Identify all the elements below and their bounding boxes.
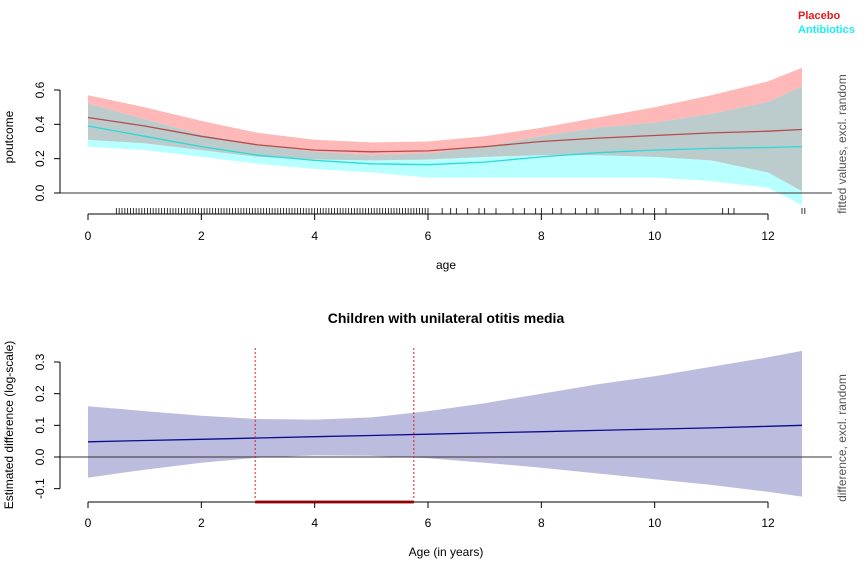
y-tick-label: -0.1 — [33, 478, 47, 499]
bottom-y-axis-label: Estimated difference (log-scale) — [2, 341, 16, 510]
x-tick-label: 12 — [761, 516, 775, 530]
top-right-label: fitted values, excl. random — [835, 74, 849, 213]
legend-label-placebo: Placebo — [798, 10, 840, 22]
top-y-axis: 0.0 0.2 0.4 0.6 — [33, 81, 61, 201]
legend: Placebo Antibiotics — [798, 10, 855, 36]
age-rug — [115, 208, 806, 214]
top-x-axis: 0 2 4 6 8 10 12 — [85, 213, 775, 243]
x-tick-label: 4 — [311, 516, 318, 530]
band-difference — [88, 350, 802, 497]
x-tick-label: 0 — [85, 229, 92, 243]
y-tick-label: 0.0 — [33, 448, 47, 465]
bottom-confidence-band — [88, 350, 802, 497]
top-panel: 0 2 4 6 8 10 12 0.0 0.2 0.4 0.6 age poutcome fitt… — [2, 67, 849, 272]
y-tick-label: 0.4 — [33, 116, 47, 133]
bottom-x-axis: 0 2 4 6 8 10 12 — [85, 501, 775, 530]
bottom-fitted-line — [87, 424, 803, 443]
y-tick-label: 0.3 — [33, 353, 47, 370]
y-tick-label: 0.1 — [33, 417, 47, 434]
x-tick-label: 6 — [425, 229, 432, 243]
x-tick-label: 8 — [538, 229, 545, 243]
legend-label-antibiotics: Antibiotics — [798, 24, 855, 36]
x-tick-label: 2 — [198, 516, 205, 530]
bottom-right-label: difference, excl. random — [835, 374, 849, 502]
line-difference — [87, 424, 803, 443]
top-y-axis-label: poutcome — [2, 110, 16, 163]
x-tick-label: 10 — [648, 229, 662, 243]
y-tick-label: 0.2 — [33, 150, 47, 167]
y-tick-label: 0.2 — [33, 385, 47, 402]
x-tick-label: 4 — [311, 229, 318, 243]
top-confidence-bands — [88, 67, 802, 205]
bottom-panel: Children with unilateral otitis media 0 2… — [2, 310, 849, 559]
x-tick-label: 0 — [85, 516, 92, 530]
band-antibiotics — [88, 86, 802, 205]
top-x-axis-label: age — [436, 258, 456, 272]
top-fitted-lines — [87, 116, 803, 166]
bottom-y-axis: -0.1 0.0 0.1 0.2 0.3 — [33, 353, 61, 499]
line-placebo — [87, 116, 803, 153]
bottom-x-axis-label: Age (in years) — [409, 545, 484, 559]
y-tick-label: 0.0 — [33, 184, 47, 201]
bottom-title: Children with unilateral otitis media — [328, 310, 565, 326]
y-tick-label: 0.6 — [33, 81, 47, 98]
line-antibiotics — [87, 125, 803, 166]
x-tick-label: 10 — [648, 516, 662, 530]
x-tick-label: 12 — [761, 229, 775, 243]
x-tick-label: 2 — [198, 229, 205, 243]
x-tick-label: 6 — [425, 516, 432, 530]
x-tick-label: 8 — [538, 516, 545, 530]
